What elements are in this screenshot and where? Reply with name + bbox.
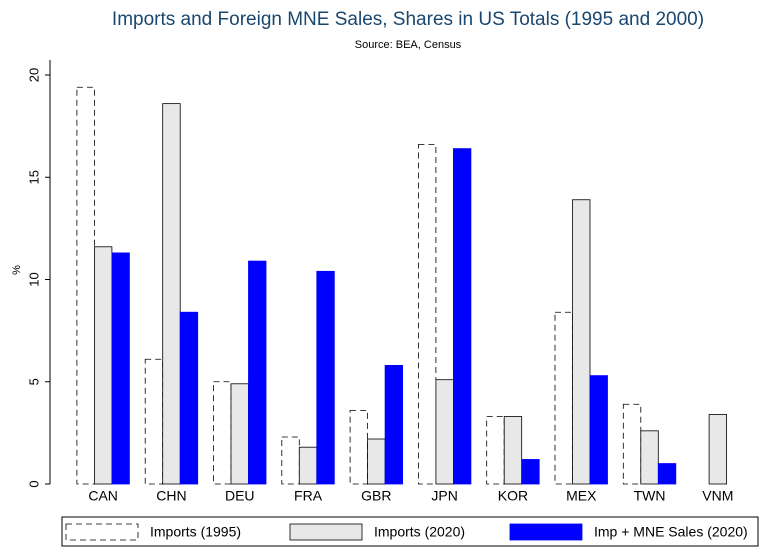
x-tick-label: JPN [431, 488, 457, 504]
chart-subtitle: Source: BEA, Census [355, 39, 462, 51]
bar [349, 409, 369, 485]
legend-swatch [509, 523, 583, 541]
x-tick-label: CHN [156, 488, 186, 504]
x-tick-label: MEX [566, 488, 597, 504]
x-tick-label: TWN [634, 488, 666, 504]
bar [281, 436, 300, 485]
bar [417, 144, 437, 485]
bar [367, 438, 386, 485]
y-tick-label: 15 [26, 170, 41, 184]
legend-box [61, 516, 759, 547]
legend-swatch [289, 523, 363, 541]
chart-title: Imports and Foreign MNE Sales, Shares in… [112, 9, 704, 30]
y-tick-label: 0 [26, 480, 41, 487]
bar [521, 459, 540, 485]
y-axis-label: % [11, 265, 23, 275]
bar [248, 260, 267, 485]
y-tick-label: 5 [26, 378, 41, 385]
bar [435, 379, 454, 485]
bar [76, 86, 95, 485]
x-tick-label: VNM [702, 488, 733, 504]
bar [179, 311, 199, 485]
y-tick-label: 10 [26, 272, 41, 286]
bar [230, 383, 249, 485]
legend-label: Imports (2020) [374, 524, 465, 540]
bar [144, 358, 164, 485]
bar [589, 375, 608, 485]
x-tick-label: GBR [361, 488, 391, 504]
bar [298, 446, 318, 485]
x-tick-label: FRA [294, 488, 323, 504]
bar [486, 416, 505, 485]
bar [384, 364, 404, 485]
bar [452, 148, 472, 485]
x-tick-label: CAN [88, 488, 118, 504]
bar [316, 270, 335, 485]
bar [503, 416, 523, 485]
x-tick-label: KOR [498, 488, 528, 504]
bar [162, 103, 181, 485]
bar [708, 414, 727, 485]
bar [657, 463, 677, 485]
bar [554, 311, 573, 485]
bar [572, 199, 591, 485]
x-tick-label: DEU [225, 488, 255, 504]
legend-swatch [65, 523, 139, 541]
y-tick-label: 20 [26, 68, 41, 82]
bar [622, 403, 642, 485]
legend-label: Imports (1995) [150, 524, 241, 540]
bar [213, 381, 232, 485]
bar [640, 430, 659, 485]
legend-label: Imp + MNE Sales (2020) [594, 524, 748, 540]
bar [94, 246, 113, 485]
bar [111, 252, 130, 485]
